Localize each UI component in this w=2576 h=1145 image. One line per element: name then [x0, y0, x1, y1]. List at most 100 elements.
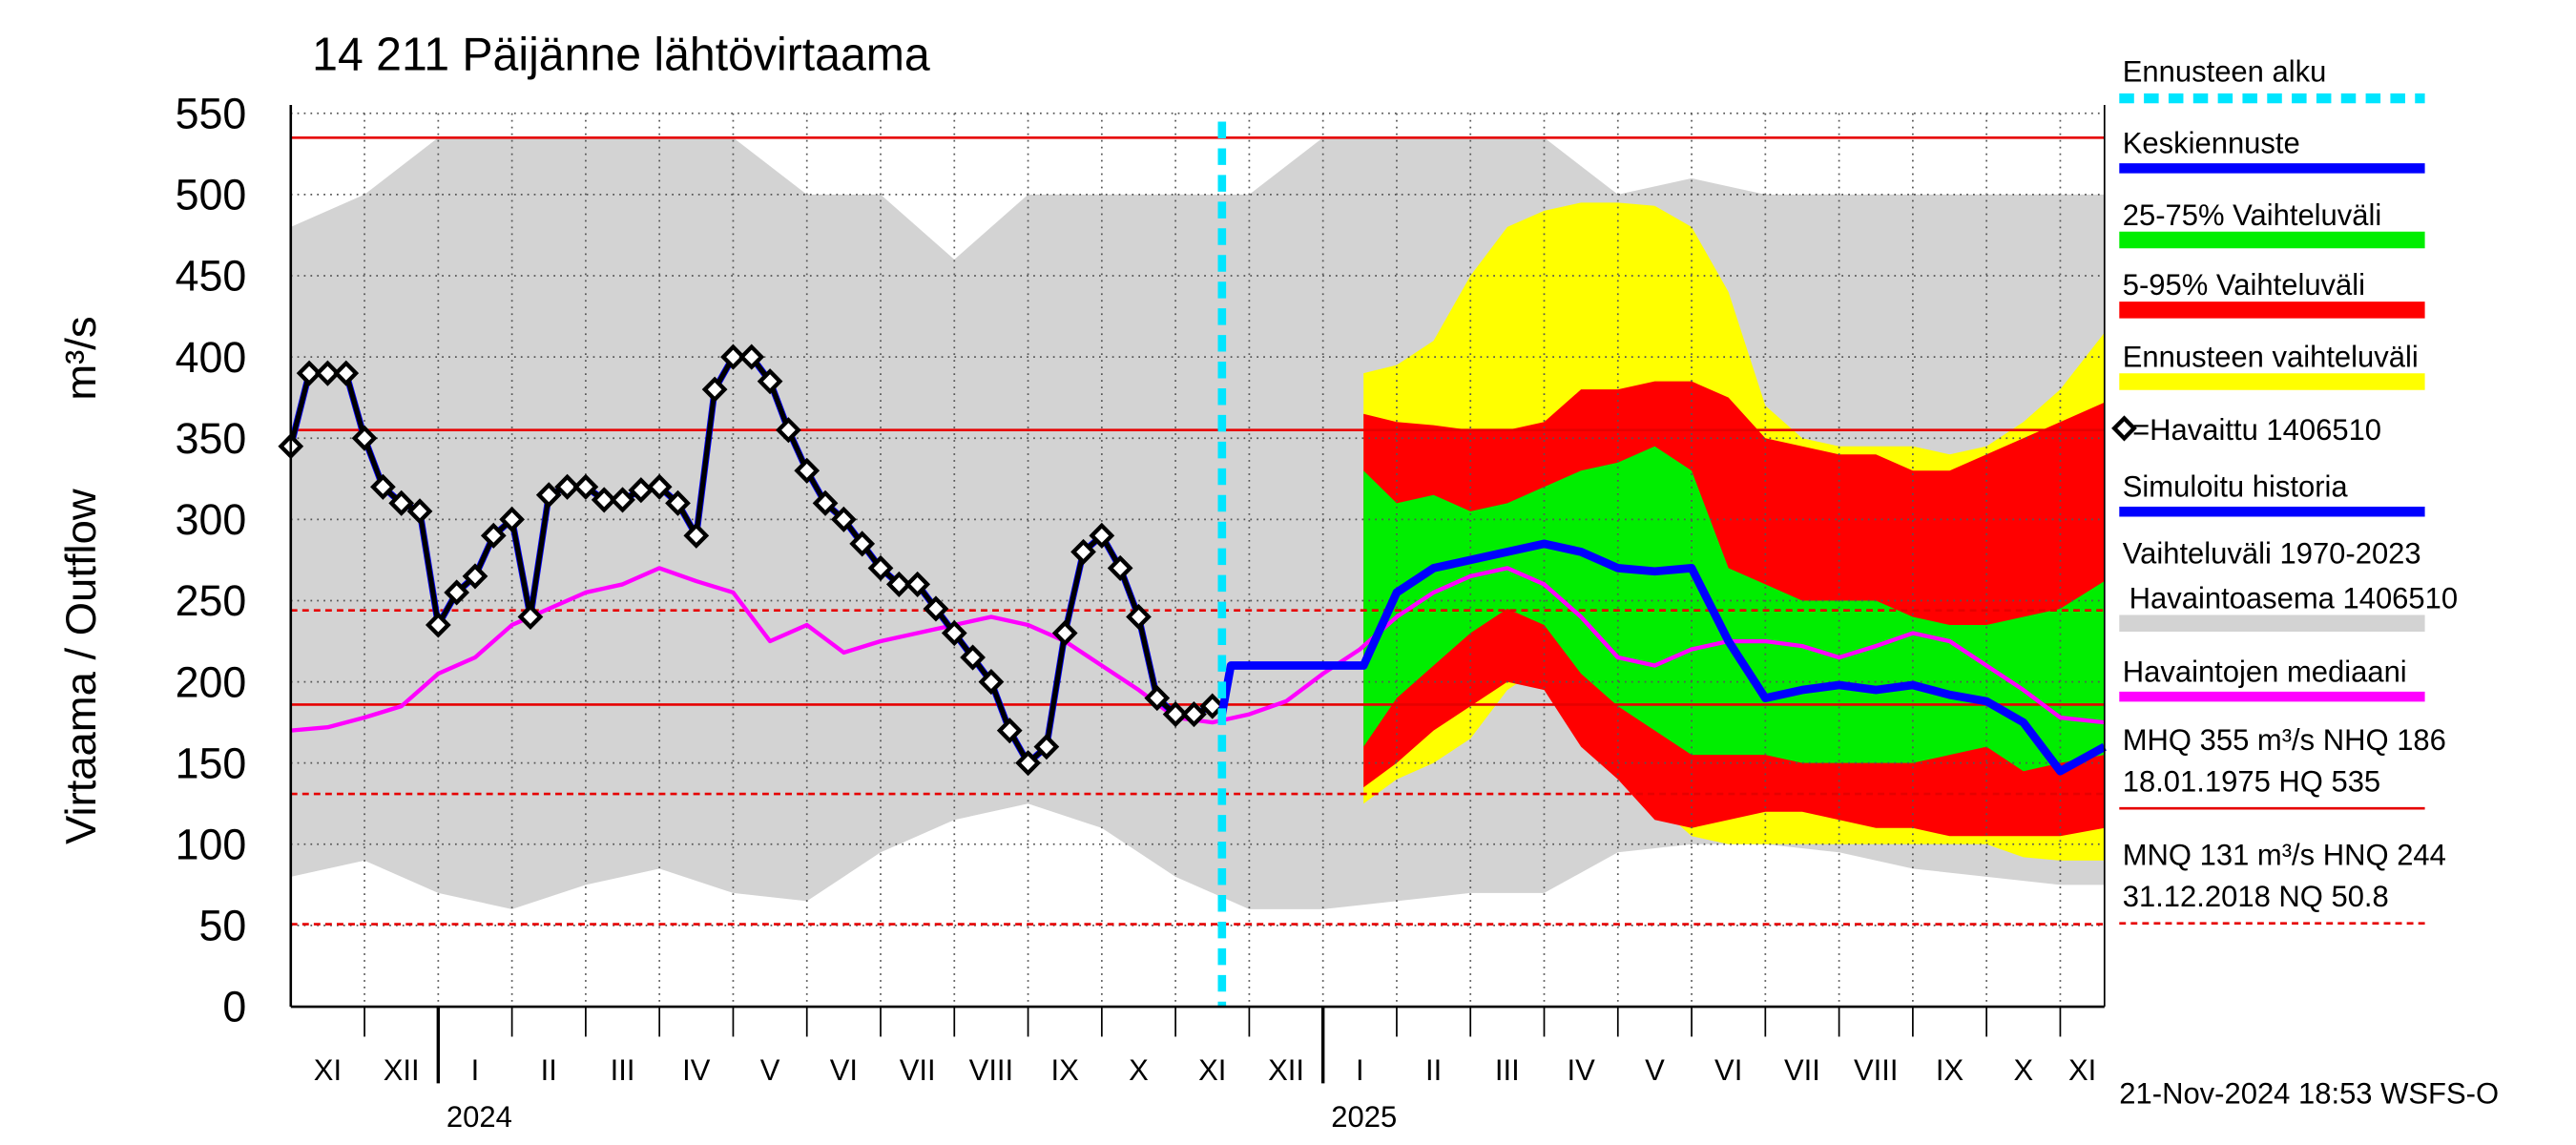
legend-label: Simuloitu historia [2123, 469, 2349, 503]
observation-marker [665, 489, 691, 516]
x-tick-label: IV [1567, 1053, 1594, 1087]
year-label: 2024 [447, 1100, 512, 1134]
x-tick-label: VIII [1854, 1053, 1898, 1087]
legend-label: Ennusteen vaihteluväli [2123, 340, 2419, 373]
x-tick-label: VI [1714, 1053, 1742, 1087]
observation-marker [683, 522, 710, 549]
x-tick-label: V [1645, 1053, 1665, 1087]
observation-marker [425, 612, 451, 638]
y-axis-unit: m³/s [56, 316, 105, 400]
x-tick-label: III [611, 1053, 635, 1087]
x-tick-label: XI [314, 1053, 342, 1087]
y-tick-label: 550 [176, 89, 247, 137]
observation-marker [406, 498, 433, 525]
x-tick-label: VII [900, 1053, 936, 1087]
legend-label: Ennusteen alku [2123, 54, 2327, 88]
y-tick-label: 100 [176, 820, 247, 868]
observation-marker [904, 571, 931, 598]
observation-marker [610, 487, 635, 513]
observation-marker [444, 579, 470, 606]
x-tick-label: I [471, 1053, 480, 1087]
observation-marker [554, 473, 580, 500]
observation-marker [738, 344, 765, 370]
legend-label: Vaihteluväli 1970-2023 [2123, 536, 2421, 570]
observation-marker [996, 718, 1023, 744]
observation-marker [1126, 603, 1152, 631]
legend-label: Havaintojen mediaani [2123, 655, 2407, 688]
observation-marker [1162, 701, 1189, 728]
x-tick-label: X [1129, 1053, 1149, 1087]
reference-note: 31.12.2018 NQ 50.8 [2123, 880, 2389, 913]
observation-marker [351, 425, 378, 451]
x-tick-label: VIII [969, 1053, 1013, 1087]
observation-marker [1181, 701, 1207, 728]
y-tick-label: 200 [176, 657, 247, 706]
observation-marker [572, 473, 599, 500]
observation-marker [1033, 734, 1060, 760]
observation-marker [591, 487, 617, 513]
observation-marker [794, 457, 821, 484]
observation-marker [499, 506, 525, 532]
observation-marker [941, 619, 967, 647]
observation-marker [315, 360, 341, 386]
y-tick-label: 250 [176, 576, 247, 625]
observation-marker [830, 506, 857, 532]
x-tick-label: V [760, 1053, 780, 1087]
legend-label: 5-95% Vaihteluväli [2123, 268, 2365, 302]
x-tick-label: II [541, 1053, 557, 1087]
y-tick-label: 450 [176, 251, 247, 300]
observation-marker [978, 669, 1005, 696]
x-tick-label: II [1425, 1053, 1442, 1087]
observation-marker [776, 417, 801, 444]
x-tick-label: IX [1051, 1053, 1079, 1087]
series-line [1217, 539, 2107, 776]
observation-marker [867, 554, 894, 581]
observation-marker [923, 595, 949, 622]
observation-marker [333, 360, 360, 386]
observation-marker [480, 522, 507, 549]
observation-marker [1051, 619, 1078, 647]
observation-marker [1070, 538, 1096, 565]
observation-marker [812, 489, 839, 516]
reference-note: 18.01.1975 HQ 535 [2123, 764, 2380, 798]
y-tick-label: 0 [222, 982, 246, 1030]
reference-note: MNQ 131 m³/s HNQ 244 [2123, 838, 2446, 871]
observation-marker [1015, 750, 1041, 777]
observation-marker [535, 482, 562, 509]
y-tick-label: 350 [176, 414, 247, 463]
observation-marker [1199, 693, 1226, 719]
observation-marker [388, 489, 415, 516]
y-tick-label: 400 [176, 333, 247, 382]
footer: 21-Nov-2024 18:53 WSFS-O [2119, 1076, 2499, 1110]
observation-marker [701, 376, 728, 403]
observation-marker [960, 644, 986, 671]
y-tick-label: 500 [176, 170, 247, 219]
legend-label: 25-75% Vaihteluväli [2123, 198, 2382, 232]
observation-marker [517, 603, 544, 631]
year-label: 2025 [1331, 1100, 1397, 1134]
y-tick-label: 50 [199, 901, 247, 949]
x-tick-label: VII [1784, 1053, 1820, 1087]
observation-marker [1107, 554, 1133, 581]
x-tick-label: III [1495, 1053, 1520, 1087]
observation-marker [720, 344, 746, 370]
x-tick-label: I [1356, 1053, 1364, 1087]
observation-marker [1089, 522, 1115, 549]
legend-label: Keskiennuste [2123, 126, 2300, 159]
observation-marker [1144, 685, 1171, 712]
x-tick-label: VI [830, 1053, 858, 1087]
x-tick-label: IX [1936, 1053, 1963, 1087]
legend-label: Havaintoasema 1406510 [2129, 581, 2458, 614]
x-tick-label: XII [1268, 1053, 1304, 1087]
reference-note: MHQ 355 m³/s NHQ 186 [2123, 723, 2446, 757]
observation-marker [757, 368, 783, 395]
y-axis-label: Virtaama / Outflow [56, 489, 105, 844]
legend-swatch [2111, 415, 2137, 442]
observation-marker [296, 360, 322, 386]
observation-marker [885, 571, 912, 598]
x-tick-label: XI [1198, 1053, 1226, 1087]
chart-title: 14 211 Päijänne lähtövirtaama [312, 29, 930, 80]
observation-marker [370, 473, 396, 500]
